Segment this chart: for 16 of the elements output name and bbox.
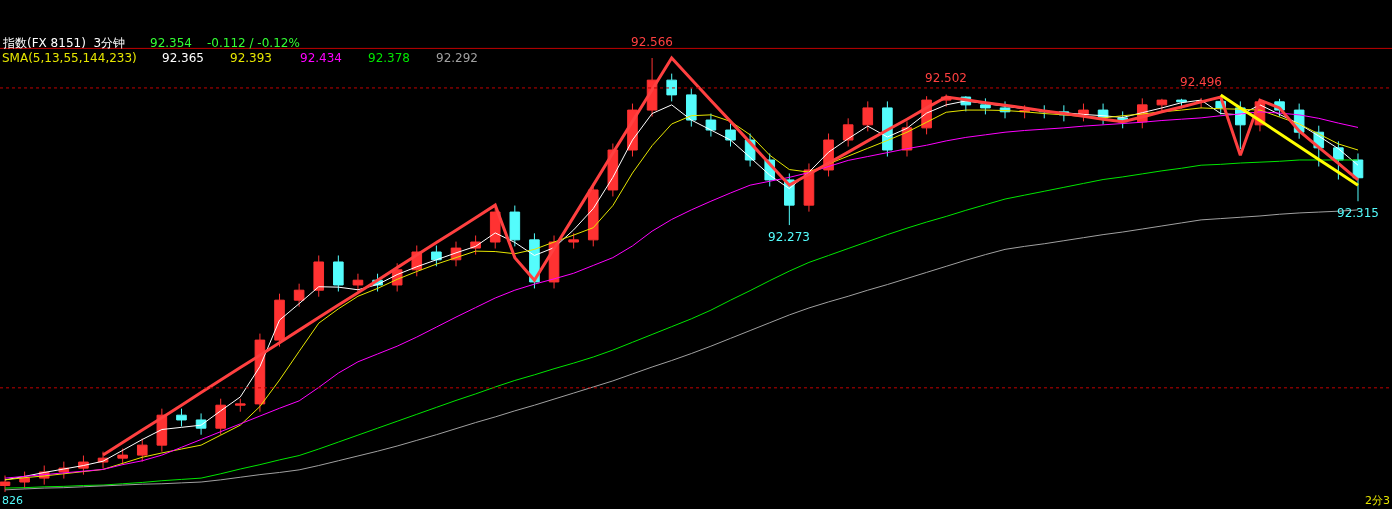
- text: 92.354: [150, 36, 192, 50]
- annotation: 92.566: [631, 35, 673, 49]
- text: 2分3: [1365, 494, 1390, 507]
- annotation: 92.378: [368, 51, 410, 65]
- annotation: 92.273: [768, 230, 810, 244]
- annotation: SMA(5,13,55,144,233): [2, 51, 137, 65]
- annotation: 92.393: [230, 51, 272, 65]
- annotation: 92.365: [162, 51, 204, 65]
- chart-title: 指数(FX 8151) 3分钟: [2, 36, 126, 50]
- text: -0.112 / -0.12%: [207, 36, 300, 50]
- annotation: 92.315: [1337, 206, 1379, 220]
- annotation: 92.496: [1180, 75, 1222, 89]
- text: 826: [2, 494, 23, 507]
- annotation: 92.292: [436, 51, 478, 65]
- annotation: 92.502: [925, 71, 967, 85]
- annotation: 92.434: [300, 51, 342, 65]
